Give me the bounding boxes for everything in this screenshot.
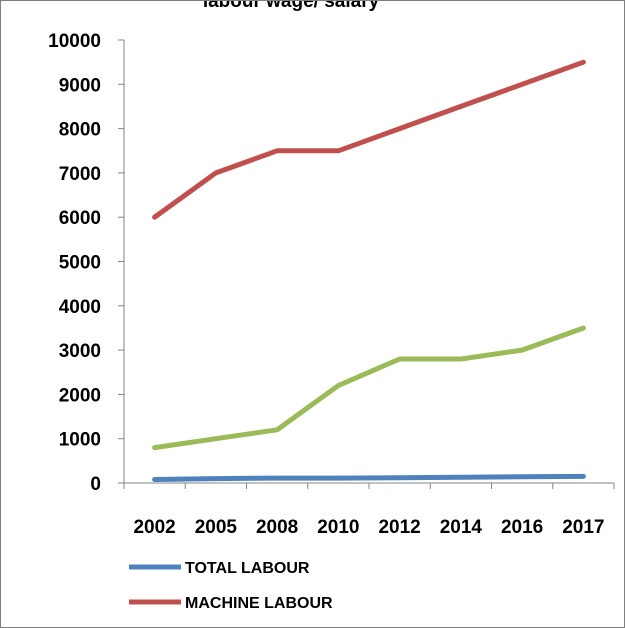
chart-title: labour wage/ salary xyxy=(203,1,380,12)
series-layer xyxy=(152,59,586,482)
series-line-1 xyxy=(152,473,586,482)
y-tick-label: 9000 xyxy=(59,75,101,96)
y-tick-label: 3000 xyxy=(59,341,101,362)
y-tick-label: 1000 xyxy=(59,430,101,451)
x-tick-label: 2017 xyxy=(562,517,604,538)
x-tick-label: 2008 xyxy=(256,517,298,538)
legend: TOTAL LABOUR MACHINE LABOUR xyxy=(129,560,333,612)
x-tick-label: 2005 xyxy=(195,517,238,538)
y-tick-label: 5000 xyxy=(59,253,101,274)
x-tick-label: 2010 xyxy=(317,517,359,538)
legend-label-2: MACHINE LABOUR xyxy=(185,595,333,612)
series-line-2 xyxy=(152,59,586,220)
y-tick-label: 7000 xyxy=(59,164,101,185)
y-tick-label: 8000 xyxy=(59,120,101,141)
x-tick-label: 2014 xyxy=(440,517,483,538)
axes: 0 1000 2000 3000 4000 5000 6000 7000 8000 9000 100… xyxy=(48,31,615,538)
y-tick-label: 4000 xyxy=(59,297,101,318)
x-tick-label: 2016 xyxy=(501,517,543,538)
y-tick-label: 0 xyxy=(90,474,101,495)
y-tick-label: 10000 xyxy=(48,31,101,52)
x-tick-label: 2002 xyxy=(133,517,175,538)
legend-label-1: TOTAL LABOUR xyxy=(185,560,310,577)
y-tick-label: 6000 xyxy=(59,208,101,229)
series-line-3 xyxy=(152,325,586,451)
x-tick-label: 2012 xyxy=(378,517,420,538)
y-tick-label: 2000 xyxy=(59,385,101,406)
